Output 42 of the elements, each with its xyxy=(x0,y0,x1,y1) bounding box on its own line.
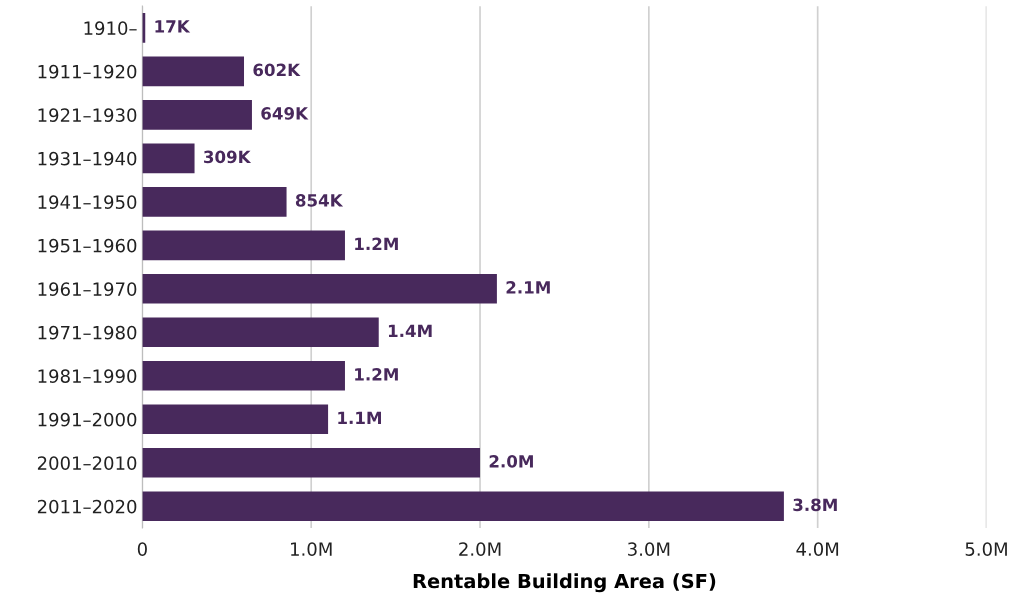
bar xyxy=(142,491,784,522)
bar xyxy=(142,448,481,478)
x-tick-label: 5.0M xyxy=(965,542,1007,556)
bar xyxy=(142,230,345,261)
x-tick-label: 4.0M xyxy=(796,542,839,556)
data-label: 602K xyxy=(253,63,301,77)
data-label: 649K xyxy=(261,107,309,120)
bar xyxy=(142,56,245,87)
y-tick-label: 2001–2010 xyxy=(37,456,137,470)
x-tick-label: 0 xyxy=(137,542,147,556)
y-tick-label: 1981–1990 xyxy=(38,369,137,383)
data-label: 1.2M xyxy=(355,368,398,381)
data-label: 1.1M xyxy=(338,411,381,424)
y-tick-label: 1931–1940 xyxy=(38,151,137,166)
x-axis-title: Rentable Building Area (SF) xyxy=(413,573,716,593)
data-label: 3.8M xyxy=(793,498,837,512)
y-tick-label: 1921–1930 xyxy=(38,108,137,122)
bar xyxy=(142,187,287,217)
data-label: 1.4M xyxy=(388,324,432,337)
y-tick-label: 2011–2020 xyxy=(37,499,137,514)
y-tick-label: 1910– xyxy=(84,21,137,35)
bar xyxy=(142,361,345,391)
data-label: 854K xyxy=(295,194,344,207)
data-label: 309K xyxy=(203,150,252,164)
bar xyxy=(142,404,329,435)
y-tick-label: 1911–1920 xyxy=(38,64,137,79)
y-tick-label: 1971–1980 xyxy=(38,325,137,340)
bar xyxy=(142,274,497,304)
bar xyxy=(142,100,252,130)
x-tick-label: 1.0M xyxy=(291,542,332,556)
bar xyxy=(142,317,379,348)
data-label: 2.0M xyxy=(489,455,533,468)
bar xyxy=(142,143,195,174)
y-tick-label: 1951–1960 xyxy=(38,238,137,253)
data-label: 2.1M xyxy=(506,281,550,294)
y-tick-label: 1941–1950 xyxy=(38,195,137,209)
y-tick-label: 1991–2000 xyxy=(38,412,137,427)
data-label: 1.2M xyxy=(355,237,398,250)
data-label: 17K xyxy=(155,20,191,33)
x-tick-label: 2.0M xyxy=(459,542,501,556)
y-tick-label: 1961–1970 xyxy=(38,282,137,296)
x-tick-label: 3.0M xyxy=(628,542,670,556)
